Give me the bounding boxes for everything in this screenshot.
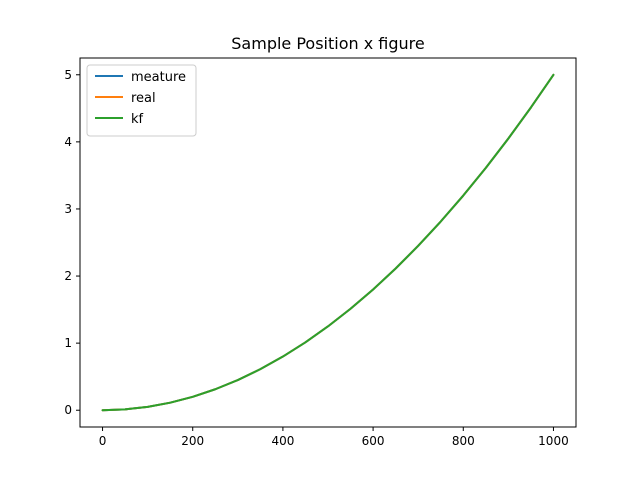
y-tick-label: 0	[64, 403, 72, 417]
y-axis: 0 1 2 3 4 5	[64, 68, 80, 417]
y-tick-label: 4	[64, 135, 72, 149]
x-tick-label: 1000	[538, 434, 569, 448]
series-line-kf	[101, 73, 555, 412]
x-tick-label: 400	[271, 434, 294, 448]
y-tick-label: 1	[64, 336, 72, 350]
x-axis: 0 200 400 600 800 1000	[99, 427, 569, 448]
x-tick-label: 800	[452, 434, 475, 448]
y-tick-label: 5	[64, 68, 72, 82]
legend: meature real kf	[86, 64, 197, 137]
y-tick-label: 3	[64, 202, 72, 216]
legend-label-meature: meature	[131, 70, 186, 85]
x-tick-label: 600	[362, 434, 385, 448]
legend-label-real: real	[131, 91, 156, 106]
legend-label-kf: kf	[131, 112, 144, 127]
y-tick-label: 2	[64, 269, 72, 283]
axes-frame	[79, 57, 577, 428]
chart-title: Sample Position x figure	[231, 34, 424, 53]
plot-lines	[101, 73, 555, 412]
x-tick-label: 200	[181, 434, 204, 448]
x-tick-label: 0	[99, 434, 107, 448]
